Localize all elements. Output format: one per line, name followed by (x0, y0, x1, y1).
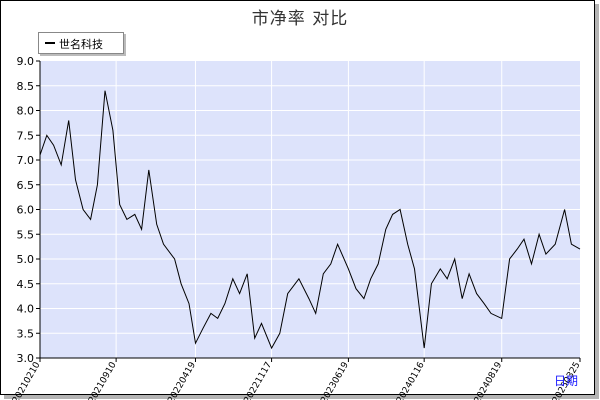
series-line-shiming-keji (39, 90, 581, 350)
x-tick-label: 20230619 (319, 360, 351, 400)
y-tick-label: 5.5 (17, 228, 35, 241)
y-tick-label: 3.5 (17, 327, 35, 340)
y-tick-label: 4.5 (17, 278, 35, 291)
y-tick-label: 7.5 (17, 129, 35, 142)
y-tick-label: 8.0 (17, 105, 35, 118)
x-tick-label: 20210210 (11, 360, 43, 400)
x-tick-label: 20240819 (473, 360, 505, 400)
y-axis-ticks: 3.0 3.5 4.0 4.5 5.0 5.5 6.0 6.5 7.0 7.5 8.0 8.5 9.0 (17, 55, 40, 365)
x-tick-label: 20221117 (243, 361, 275, 400)
legend-swatch (45, 42, 55, 44)
y-tick-label: 5.0 (17, 253, 35, 266)
grid-lines (40, 61, 580, 358)
y-tick-label: 6.0 (17, 204, 35, 217)
y-tick-label: 7.0 (17, 154, 35, 167)
y-tick-label: 6.5 (17, 179, 35, 192)
x-tick-label: 20220419 (166, 360, 198, 400)
x-axis-ticks: 20210210 20210910 20220419 20221117 20230619… (11, 358, 583, 400)
x-tick-label: 20240116 (395, 360, 427, 400)
y-tick-label: 8.5 (17, 80, 35, 93)
x-axis-label: 日期 (554, 374, 579, 388)
y-tick-label: 4.0 (17, 303, 35, 316)
y-tick-label: 9.0 (17, 55, 35, 68)
legend: 世名科技 (38, 32, 124, 54)
y-tick-label: 3.0 (17, 352, 35, 365)
x-tick-label: 20210910 (87, 360, 119, 400)
legend-label: 世名科技 (59, 38, 103, 51)
chart-title: 市净率 对比 (251, 9, 349, 29)
